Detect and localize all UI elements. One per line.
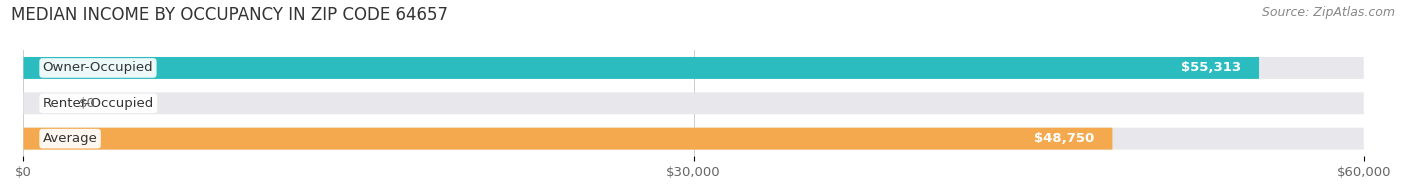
FancyBboxPatch shape [24, 128, 1364, 150]
Text: Source: ZipAtlas.com: Source: ZipAtlas.com [1261, 6, 1395, 19]
Text: $0: $0 [79, 97, 96, 110]
Text: $55,313: $55,313 [1181, 62, 1241, 74]
FancyBboxPatch shape [24, 92, 1364, 114]
Text: MEDIAN INCOME BY OCCUPANCY IN ZIP CODE 64657: MEDIAN INCOME BY OCCUPANCY IN ZIP CODE 6… [11, 6, 449, 24]
FancyBboxPatch shape [24, 57, 1258, 79]
Text: Owner-Occupied: Owner-Occupied [42, 62, 153, 74]
FancyBboxPatch shape [24, 128, 1112, 150]
Text: Renter-Occupied: Renter-Occupied [42, 97, 153, 110]
Text: $48,750: $48,750 [1035, 132, 1094, 145]
Text: Average: Average [42, 132, 97, 145]
FancyBboxPatch shape [24, 57, 1364, 79]
